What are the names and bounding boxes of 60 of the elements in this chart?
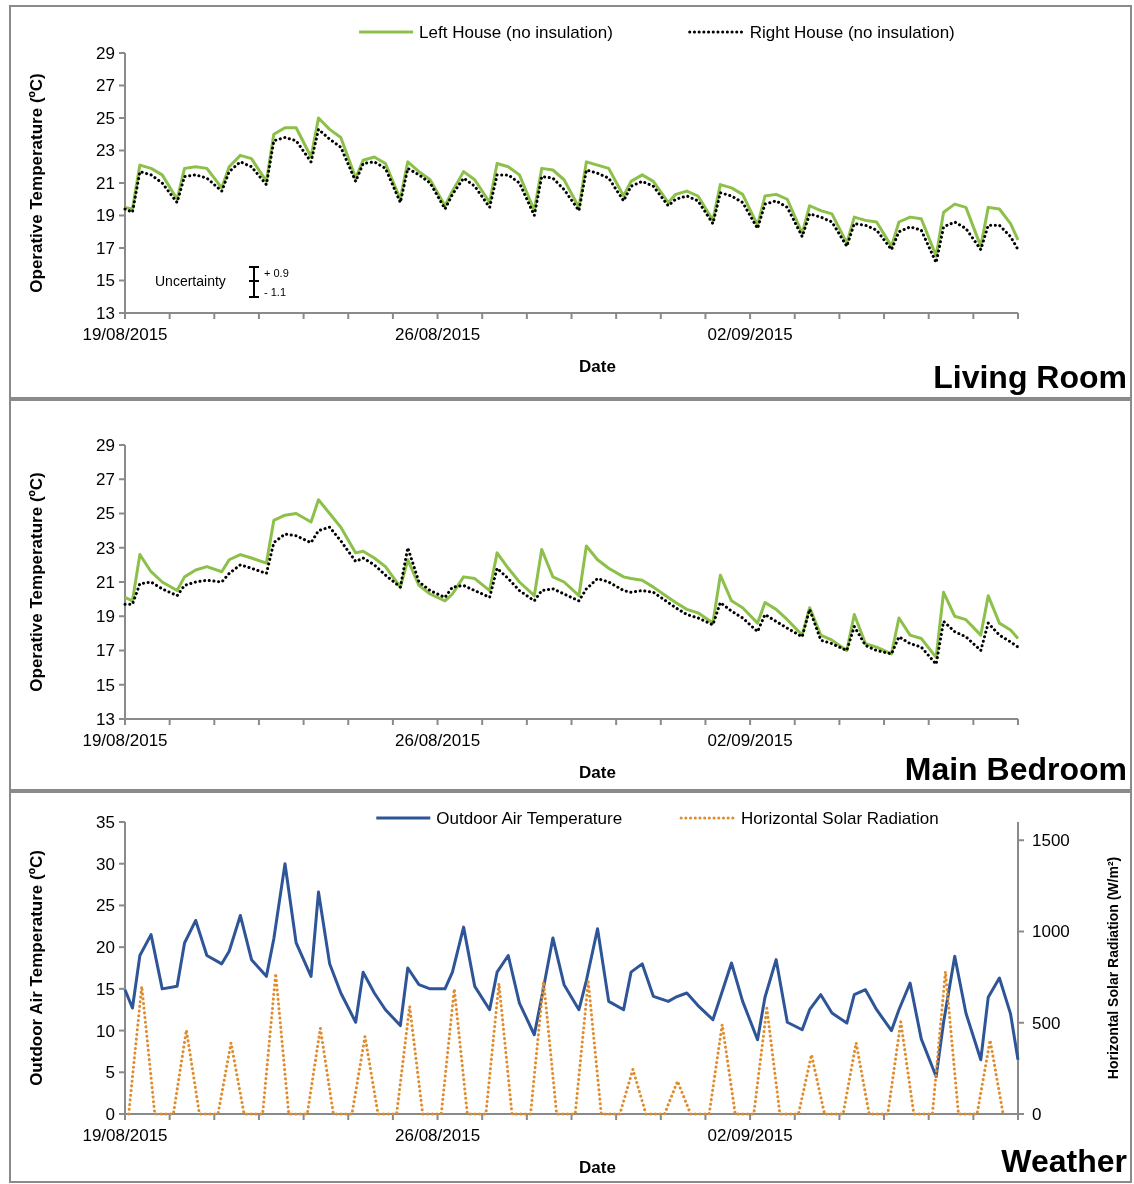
- legend-label: Left House (no insulation): [419, 22, 613, 42]
- x-tick-label: 19/08/2015: [82, 731, 168, 750]
- y-tick-label: 5: [105, 1063, 115, 1083]
- y-tick-label: 19: [96, 206, 115, 226]
- y-tick-label: 27: [96, 470, 115, 490]
- x-tick-label: 26/08/2015: [395, 731, 481, 750]
- y-tick-label: 29: [96, 435, 115, 455]
- x-tick-label: 26/08/2015: [395, 1126, 481, 1145]
- x-tick-label: 26/08/2015: [395, 325, 481, 344]
- y2-tick-label: 1500: [1032, 831, 1070, 851]
- x-tick-label: 02/09/2015: [707, 731, 793, 750]
- text: Weather: [1001, 1143, 1127, 1179]
- text: Living Room: [933, 359, 1127, 395]
- y-tick-label: 35: [96, 812, 115, 832]
- legend-label: Right House (no insulation): [749, 22, 955, 42]
- y2-tick-label: 0: [1032, 1104, 1042, 1124]
- y-tick-label: 21: [96, 572, 115, 592]
- annotation: - 1.1: [264, 285, 287, 298]
- y2-tick-label: 1000: [1032, 922, 1070, 942]
- y-tick-label: 10: [96, 1021, 115, 1041]
- legend-label: Horizontal Solar Radiation: [741, 808, 939, 828]
- y-tick-label: 15: [96, 271, 115, 291]
- y-tick-label: 15: [96, 979, 115, 999]
- y-tick-label: 23: [96, 538, 115, 558]
- y-tick-label: 23: [96, 141, 115, 161]
- y-tick-label: 21: [96, 173, 115, 193]
- y-tick-label: 25: [96, 108, 115, 128]
- y2-tick-label: 500: [1032, 1013, 1061, 1033]
- legend-label: Outdoor Air Temperature: [436, 808, 623, 828]
- y-tick-label: 17: [96, 238, 115, 258]
- y-tick-label: 13: [96, 303, 115, 323]
- line-series: [123, 862, 1020, 1078]
- text: Main Bedroom: [904, 751, 1127, 787]
- x-tick-label: 02/09/2015: [707, 325, 793, 344]
- x-tick-label: 02/09/2015: [707, 1126, 793, 1145]
- y-tick-label: 13: [96, 709, 115, 729]
- y-tick-label: 17: [96, 641, 115, 661]
- y-tick-label: 27: [96, 76, 115, 96]
- y-tick-label: 15: [96, 675, 115, 695]
- x-axis-title: Date: [579, 763, 616, 782]
- line-series: [123, 498, 1020, 659]
- x-axis-title: Date: [579, 1158, 616, 1177]
- y-tick-label: 25: [96, 896, 115, 916]
- y-tick-label: 30: [96, 854, 115, 874]
- y-tick-label: 19: [96, 607, 115, 627]
- line-series: [123, 525, 1020, 666]
- y-tick-label: 20: [96, 938, 115, 958]
- line-series: [127, 970, 1005, 1116]
- y-tick-label: 25: [96, 504, 115, 524]
- annotation: Uncertainty: [155, 272, 226, 289]
- y2-axis-title: Horizontal Solar Radiation (W/m²): [1105, 856, 1121, 1080]
- x-tick-label: 19/08/2015: [82, 1126, 168, 1145]
- y-axis-title: Operative Temperature (ºC): [27, 73, 46, 293]
- x-axis-title: Date: [579, 357, 616, 376]
- y-tick-label: 0: [105, 1104, 115, 1124]
- x-tick-label: 19/08/2015: [82, 325, 168, 344]
- annotation: + 0.9: [264, 266, 289, 279]
- y-axis-title: Operative Temperature (ºC): [27, 472, 46, 692]
- y-axis-title: Outdoor Air Temperature (ºC): [27, 850, 46, 1086]
- y-tick-label: 29: [96, 43, 115, 63]
